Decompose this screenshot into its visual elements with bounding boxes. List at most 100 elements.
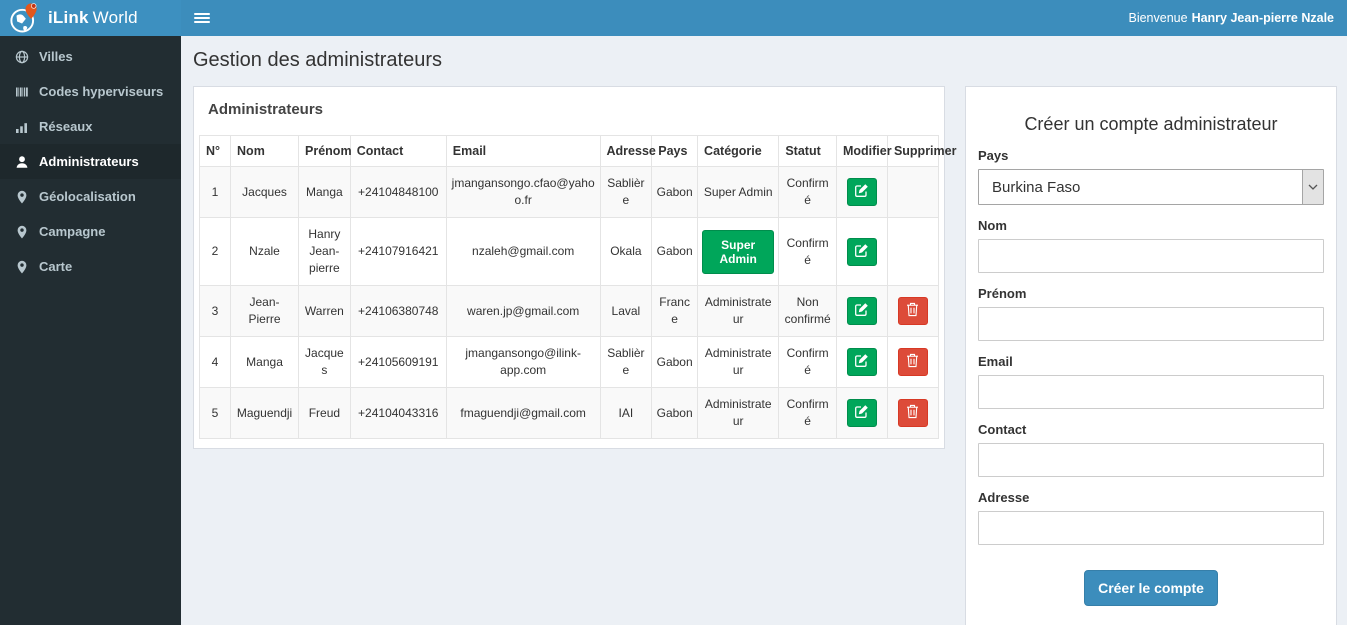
cell-nom: Maguendji (230, 387, 300, 440)
app-logo[interactable]: iLink World (0, 0, 181, 36)
cell-prenom: Warren (298, 285, 351, 338)
administrators-panel-title: Administrateurs (208, 101, 324, 118)
table-row: 5 Maguendji Freud +24104043316 fmaguendji@gm… (198, 387, 940, 440)
field-label: Adresse (978, 490, 1030, 505)
cell-email: jmangansongo@ilink-app.com (445, 336, 601, 389)
form-field-adresse: Adresse (978, 490, 1324, 545)
delete-admin-button[interactable] (897, 399, 928, 428)
nom-field[interactable] (978, 239, 1324, 273)
field-label: Email (978, 354, 1013, 369)
column-header-statut: Statut (778, 135, 837, 167)
cell-pays: Gabon (651, 387, 699, 440)
map-marker-icon (15, 225, 29, 239)
form-field-contact: Contact (978, 422, 1324, 477)
form-field-pays: Pays Burkina Faso (978, 148, 1324, 205)
sidebar-item-reseaux[interactable]: Réseaux (0, 109, 181, 144)
edit-admin-button[interactable] (846, 237, 877, 266)
cell-num: 4 (198, 336, 232, 389)
super-admin-badge-button[interactable]: Super Admin (702, 229, 775, 274)
form-field-email: Email (978, 354, 1324, 409)
edit-icon (854, 353, 869, 371)
cell-categorie: Administrateur (697, 336, 780, 389)
cell-supprimer (886, 387, 940, 440)
cell-pays: Gabon (651, 336, 699, 389)
column-header-pays: Pays (651, 135, 699, 167)
pays-select[interactable]: Burkina Faso (978, 169, 1324, 205)
edit-icon (854, 243, 869, 261)
content-area: Gestion des administrateurs Administrate… (181, 36, 1347, 625)
cell-categorie: Super Admin (697, 217, 780, 287)
delete-admin-button[interactable] (897, 348, 928, 377)
welcome-text: Bienvenue Hanry Jean-pierre Nzale (1128, 11, 1334, 25)
sidebar-item-label: Campagne (39, 224, 106, 239)
cell-email: waren.jp@gmail.com (445, 285, 601, 338)
email-field[interactable] (978, 375, 1324, 409)
table-header-row: N° Nom Prénom Contact Email Adresse Pays Catégo… (198, 135, 956, 167)
cell-statut: Confirmé (778, 217, 837, 287)
contact-field[interactable] (978, 443, 1324, 477)
field-label: Pays (978, 148, 1009, 163)
administrators-panel: Administrateurs N° Nom Prénom Contact Email A… (193, 86, 956, 450)
edit-icon (854, 302, 869, 320)
edit-admin-button[interactable] (846, 348, 877, 377)
column-header-n-: N° (198, 135, 232, 167)
cell-statut: Confirmé (778, 336, 837, 389)
edit-admin-button[interactable] (846, 399, 877, 428)
cell-nom: Jean-Pierre (230, 285, 300, 338)
hamburger-icon[interactable] (194, 13, 210, 23)
form-field-prenom: Prénom (978, 286, 1324, 341)
cell-categorie: Administrateur (697, 387, 780, 440)
sidebar-item-carte[interactable]: Carte (0, 249, 181, 284)
cell-modifier (835, 387, 888, 440)
cell-modifier (835, 217, 888, 287)
sidebar-item-codes-hyperviseurs[interactable]: Codes hyperviseurs (0, 74, 181, 109)
field-label: Contact (978, 422, 1027, 437)
sidebar-item-campagne[interactable]: Campagne (0, 214, 181, 249)
trash-icon (906, 302, 919, 320)
cell-prenom: Freud (298, 387, 351, 440)
column-header-supprimer: Supprimer (886, 135, 956, 167)
column-header-prenom: Prénom (298, 135, 352, 167)
sidebar-item-label: Codes hyperviseurs (39, 84, 164, 99)
cell-supprimer (886, 285, 940, 338)
user-icon (15, 155, 29, 169)
cell-contact: +24104848100 (349, 165, 447, 219)
cell-email: nzaleh@gmail.com (445, 217, 601, 287)
edit-icon (854, 183, 869, 201)
cell-prenom: Manga (298, 165, 351, 219)
prenom-field[interactable] (978, 307, 1324, 341)
create-account-button[interactable]: Créer le compte (1084, 570, 1218, 606)
map-marker-icon (15, 260, 29, 274)
cell-statut: Non confirmé (778, 285, 837, 338)
table-row: 2 Nzale Hanry Jean-pierre +24107916421 nzale… (198, 217, 940, 287)
sidebar-item-label: Carte (39, 259, 73, 274)
column-header-adresse: Adresse (599, 135, 656, 167)
edit-admin-button[interactable] (846, 297, 877, 326)
sidebar-item-geolocalisation[interactable]: Géolocalisation (0, 179, 181, 214)
adresse-field[interactable] (978, 511, 1324, 545)
cell-adresse: Sablière (599, 165, 653, 219)
cell-supprimer (886, 217, 940, 287)
column-header-modifier: Modifier (835, 135, 892, 167)
administrators-table: N° Nom Prénom Contact Email Adresse Pays Catégo… (198, 135, 956, 440)
cell-modifier (835, 336, 888, 389)
cell-modifier (835, 165, 888, 219)
cell-num: 3 (198, 285, 232, 338)
delete-admin-button[interactable] (897, 297, 928, 326)
sidebar-item-administrateurs[interactable]: Administrateurs (0, 144, 181, 179)
map-marker-icon (15, 190, 29, 204)
edit-icon (854, 404, 869, 422)
cell-contact: +24104043316 (349, 387, 447, 440)
form-field-nom: Nom (978, 218, 1324, 273)
cell-nom: Jacques (230, 165, 300, 219)
pays-select-input[interactable]: Burkina Faso (979, 170, 1323, 204)
column-header-contact: Contact (349, 135, 447, 167)
edit-admin-button[interactable] (846, 178, 877, 207)
sidebar-item-villes[interactable]: Villes (0, 39, 181, 74)
top-navbar: Bienvenue Hanry Jean-pierre Nzale (181, 0, 1347, 36)
column-header-email: Email (445, 135, 601, 167)
cell-categorie: Super Admin (697, 165, 780, 219)
page-bottom-strip (0, 625, 1347, 628)
globe-pin-logo-icon (9, 2, 39, 34)
